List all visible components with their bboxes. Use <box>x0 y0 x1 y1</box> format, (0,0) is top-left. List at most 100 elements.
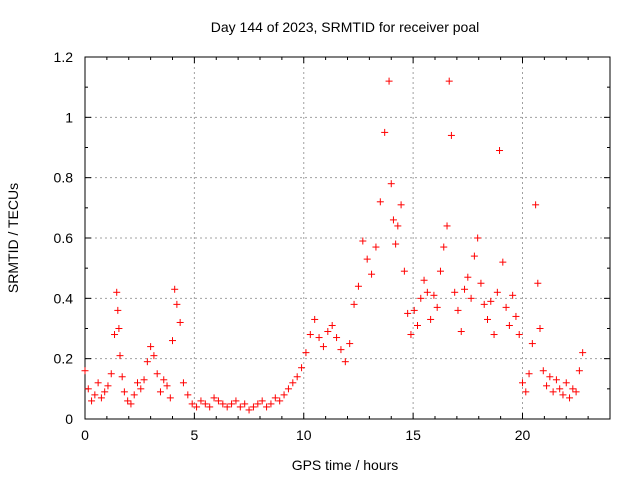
data-point-0-95 <box>427 315 435 323</box>
data-point-0-2 <box>88 397 96 405</box>
data-point-0-1 <box>84 385 92 393</box>
data-point-0-44 <box>223 403 231 411</box>
data-point-0-40 <box>206 403 214 411</box>
data-point-0-15 <box>120 388 128 396</box>
data-point-0-102 <box>447 131 455 139</box>
data-point-0-76 <box>363 255 371 263</box>
data-point-0-16 <box>124 397 132 405</box>
data-point-0-140 <box>569 385 577 393</box>
data-point-0-77 <box>368 270 376 278</box>
data-point-0-49 <box>245 406 253 414</box>
data-point-0-13 <box>116 352 124 360</box>
data-point-0-143 <box>579 349 587 357</box>
data-point-0-70 <box>337 346 345 354</box>
data-point-0-61 <box>298 364 306 372</box>
data-point-0-39 <box>201 400 209 408</box>
data-point-0-118 <box>499 258 507 266</box>
data-point-0-24 <box>150 352 158 360</box>
data-point-0-19 <box>134 379 141 387</box>
data-point-0-18 <box>130 391 138 399</box>
data-markers <box>81 77 587 414</box>
data-point-0-128 <box>532 201 540 209</box>
data-point-0-34 <box>179 379 187 387</box>
data-point-0-75 <box>359 237 367 245</box>
data-point-0-85 <box>394 222 402 230</box>
data-point-0-36 <box>188 400 196 408</box>
chart-title: Day 144 of 2023, SRMTID for receiver poa… <box>211 19 479 35</box>
y-tick-label-6: 1.2 <box>54 49 74 65</box>
data-point-0-135 <box>552 376 560 384</box>
data-point-0-138 <box>562 379 570 387</box>
x-tick-label-2: 10 <box>296 427 312 443</box>
data-point-0-81 <box>385 77 393 85</box>
data-point-0-116 <box>493 288 501 296</box>
data-point-0-54 <box>267 400 275 408</box>
y-tick-label-1: 0.2 <box>54 351 74 367</box>
data-point-0-142 <box>575 367 583 375</box>
data-point-0-46 <box>232 397 240 405</box>
data-point-0-93 <box>420 276 428 284</box>
data-point-0-12 <box>115 325 123 332</box>
y-tick-label-3: 0.6 <box>54 230 74 246</box>
data-point-0-125 <box>522 388 530 396</box>
data-point-0-129 <box>534 279 542 287</box>
data-point-0-65 <box>315 334 323 342</box>
data-point-0-136 <box>556 385 564 393</box>
tick-labels: 0 5 10 15 20 0 0.2 0.4 0.6 0.8 1 1.2 <box>54 49 531 443</box>
data-point-0-50 <box>249 403 257 411</box>
data-point-0-131 <box>539 367 547 375</box>
data-point-0-80 <box>381 128 389 136</box>
data-point-0-132 <box>543 382 551 390</box>
data-point-0-119 <box>502 303 510 311</box>
y-tick-label-0: 0 <box>65 411 73 427</box>
data-point-0-112 <box>480 300 488 308</box>
data-point-0-139 <box>566 394 574 402</box>
data-point-0-69 <box>333 334 341 342</box>
data-point-0-98 <box>436 267 444 275</box>
data-point-0-38 <box>197 397 205 405</box>
x-tick-label-4: 20 <box>515 427 531 443</box>
data-point-0-66 <box>319 343 327 351</box>
data-point-0-71 <box>341 358 349 366</box>
data-point-0-33 <box>176 318 184 326</box>
data-point-0-11 <box>114 306 122 314</box>
data-point-0-117 <box>496 147 504 155</box>
data-point-0-137 <box>559 391 567 399</box>
data-point-0-30 <box>169 337 176 345</box>
data-point-0-3 <box>91 391 99 399</box>
y-tick-label-4: 0.8 <box>54 170 74 186</box>
data-point-0-134 <box>549 388 557 396</box>
data-point-0-62 <box>302 349 310 357</box>
data-point-0-84 <box>392 240 400 248</box>
data-point-0-67 <box>324 328 332 336</box>
data-point-0-141 <box>572 388 580 396</box>
data-point-0-120 <box>505 321 513 329</box>
data-point-0-51 <box>254 400 262 408</box>
data-point-0-27 <box>160 376 168 384</box>
data-point-0-55 <box>271 394 279 402</box>
data-point-0-127 <box>528 340 536 348</box>
data-point-0-107 <box>464 273 472 281</box>
data-point-0-48 <box>241 400 249 408</box>
data-point-0-108 <box>467 294 475 302</box>
data-point-0-20 <box>137 385 145 393</box>
data-point-0-89 <box>407 331 415 339</box>
data-point-0-103 <box>451 288 459 296</box>
data-point-0-87 <box>400 267 408 275</box>
data-point-0-21 <box>140 376 148 384</box>
x-tick-label-1: 5 <box>190 427 198 443</box>
data-point-0-133 <box>546 373 554 381</box>
data-point-0-73 <box>350 300 358 308</box>
data-point-0-60 <box>293 373 301 381</box>
data-point-0-100 <box>443 222 451 230</box>
y-tick-label-5: 1 <box>65 109 73 125</box>
data-point-0-121 <box>509 291 517 299</box>
data-point-0-106 <box>461 285 469 293</box>
data-point-0-123 <box>515 331 523 339</box>
data-point-0-115 <box>490 331 498 339</box>
data-point-0-124 <box>519 379 526 387</box>
data-point-0-23 <box>147 343 155 351</box>
data-point-0-29 <box>166 394 174 402</box>
x-tick-label-0: 0 <box>81 427 89 443</box>
